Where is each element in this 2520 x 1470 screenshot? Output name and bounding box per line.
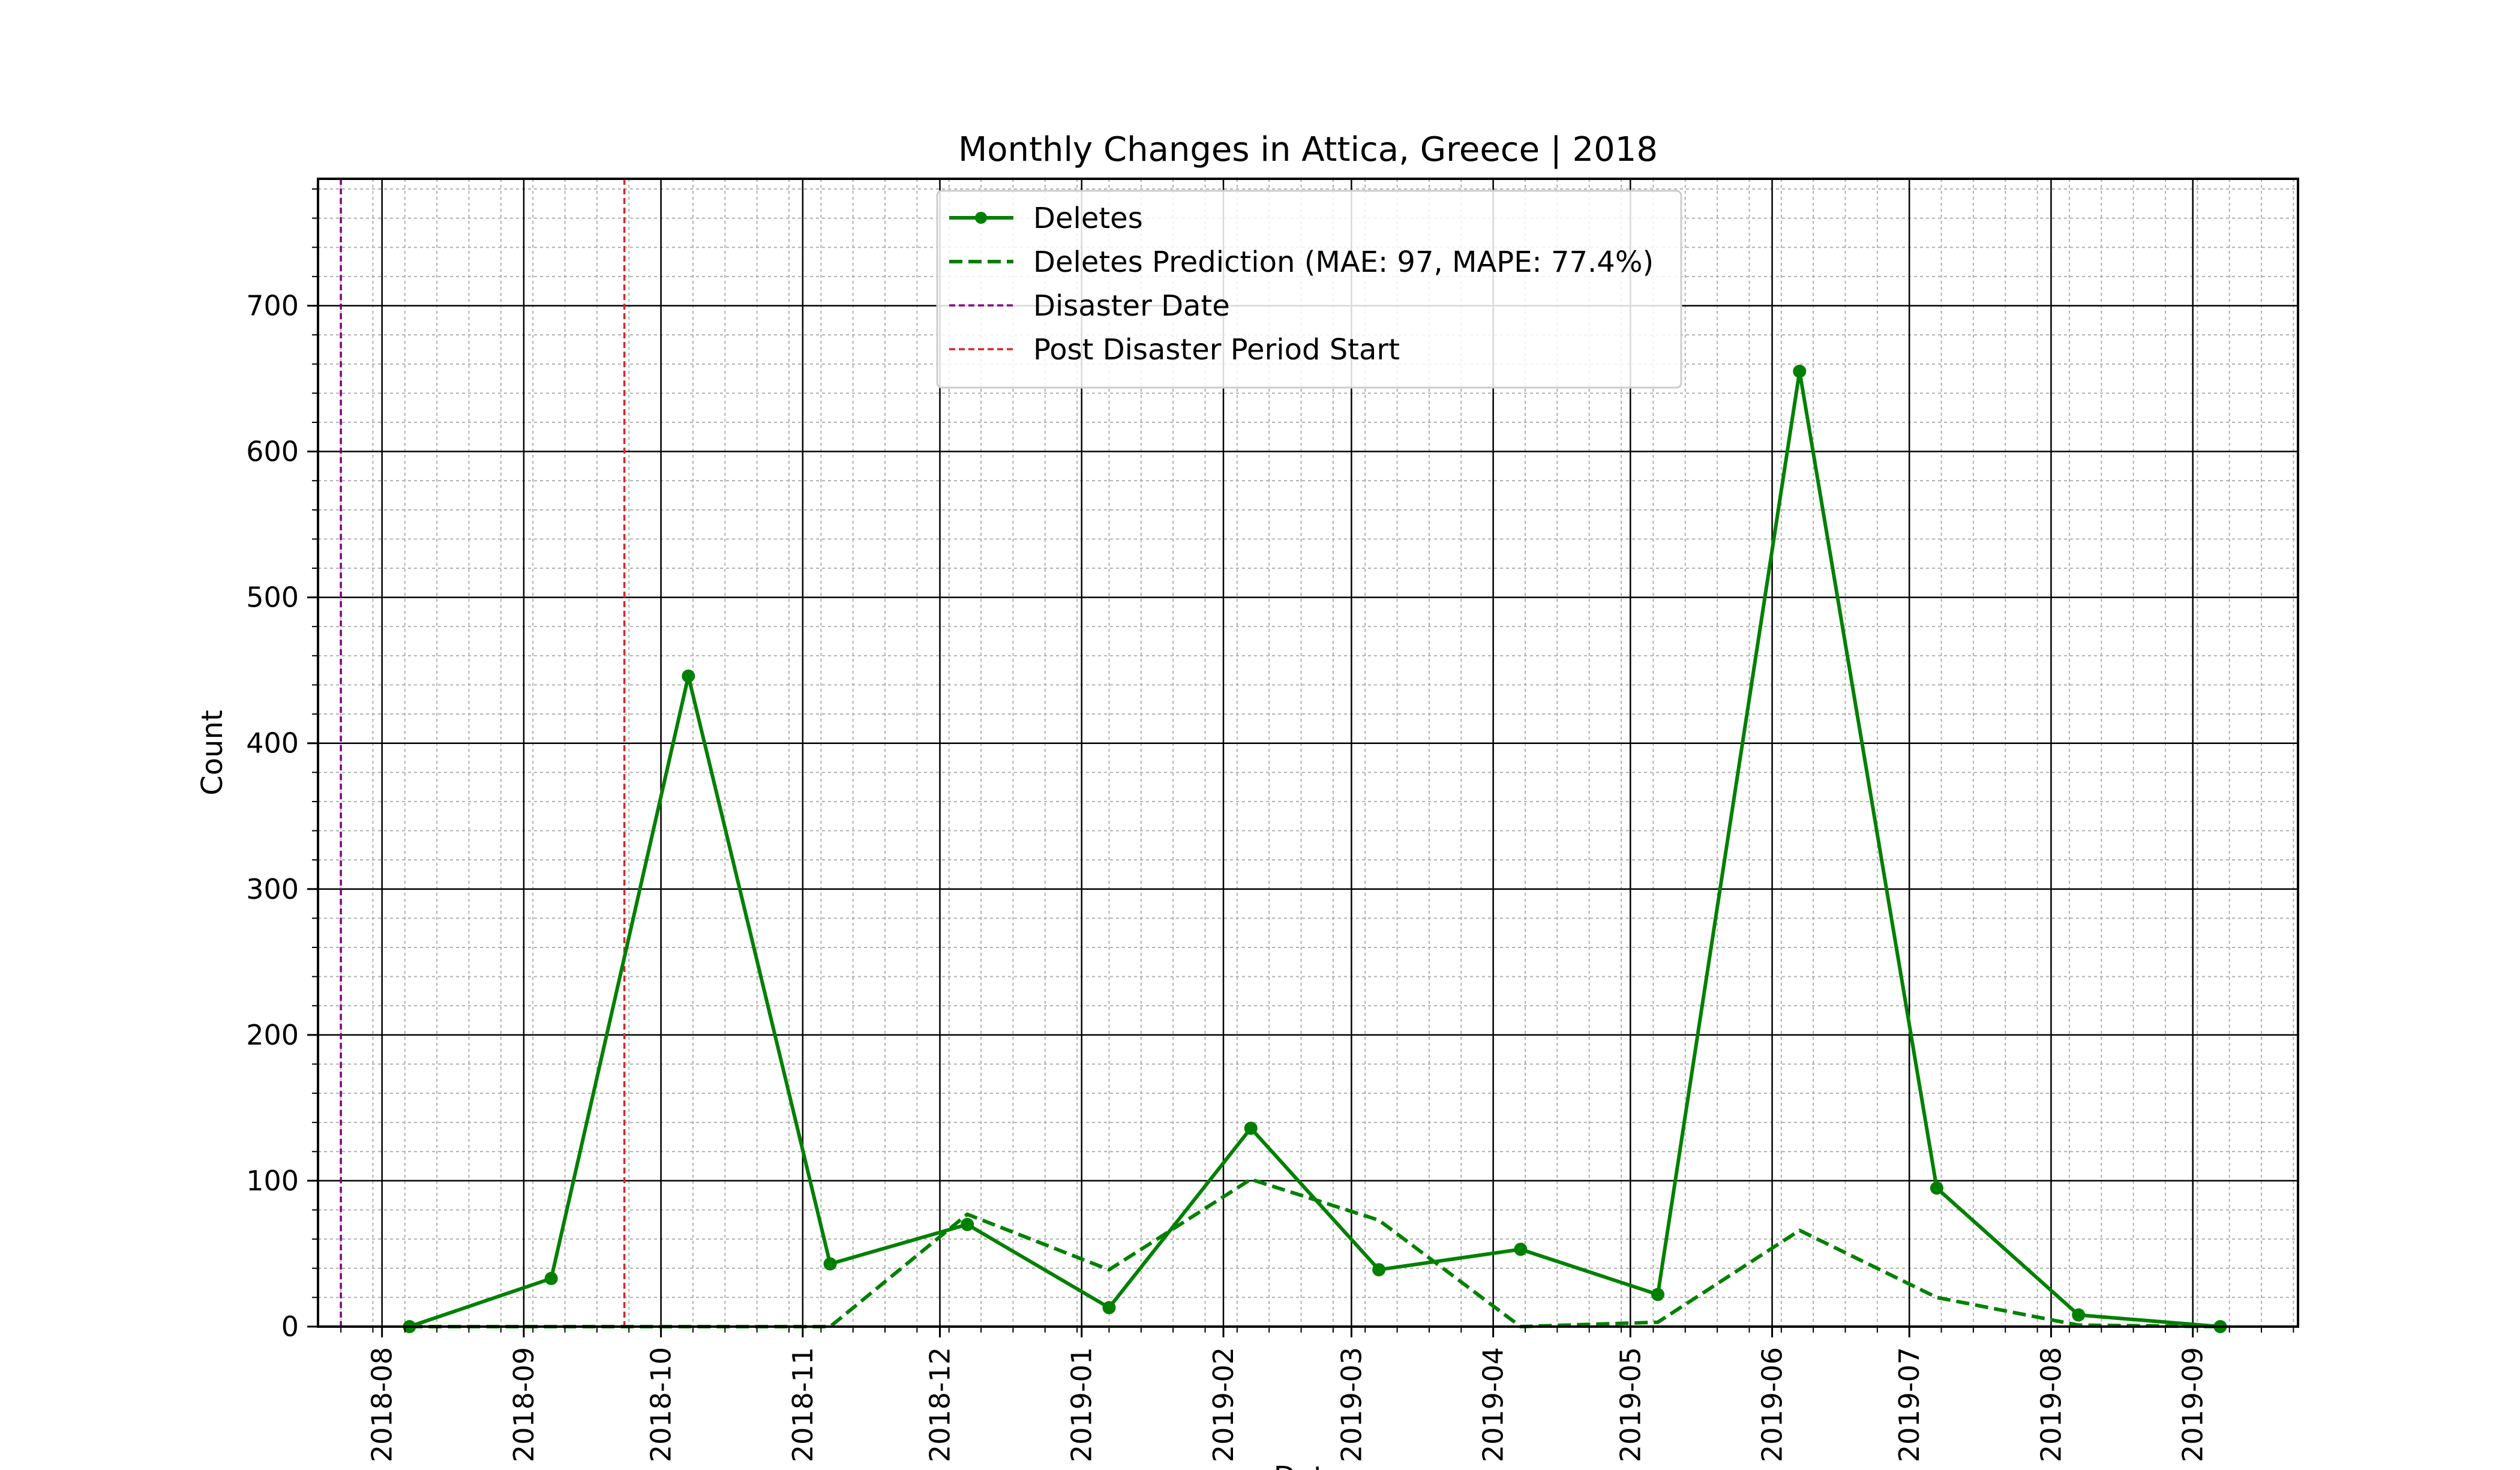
legend-item-disaster-date: Disaster Date bbox=[949, 289, 1230, 323]
y-tick-labels: 0 100 200 300 400 500 600 700 bbox=[246, 289, 299, 1343]
deletes-point bbox=[1793, 364, 1807, 378]
y-tick-label: 200 bbox=[246, 1019, 299, 1051]
deletes-point bbox=[682, 669, 695, 683]
deletes-point bbox=[1372, 1263, 1386, 1277]
deletes-point bbox=[544, 1271, 558, 1285]
deletes-point bbox=[823, 1257, 837, 1271]
legend-label: Deletes Prediction (MAE: 97, MAPE: 77.4%… bbox=[1033, 245, 1654, 279]
x-tick-label: 2018-09 bbox=[508, 1347, 540, 1462]
x-tick-label: 2019-04 bbox=[1477, 1347, 1510, 1462]
prediction-series-line bbox=[409, 1177, 2221, 1328]
legend-item-post-disaster: Post Disaster Period Start bbox=[949, 333, 1400, 367]
deletes-point bbox=[961, 1217, 974, 1231]
legend-marker bbox=[975, 212, 987, 224]
x-tick-label: 2019-05 bbox=[1614, 1347, 1646, 1462]
y-tick-label: 300 bbox=[246, 873, 299, 905]
y-tick-label: 100 bbox=[246, 1165, 299, 1197]
x-tick-label: 2019-08 bbox=[2035, 1347, 2067, 1462]
x-tick-label: 2018-08 bbox=[366, 1347, 398, 1462]
chart-title: Monthly Changes in Attica, Greece | 2018 bbox=[958, 130, 1658, 169]
x-tick-label: 2019-01 bbox=[1066, 1347, 1098, 1462]
x-tick-label: 2019-07 bbox=[1893, 1347, 1925, 1462]
x-tick-label: 2018-12 bbox=[923, 1347, 956, 1462]
legend-box bbox=[936, 190, 1682, 389]
y-tick-label: 700 bbox=[246, 289, 299, 322]
legend-label: Deletes bbox=[1033, 202, 1143, 235]
series-layer bbox=[403, 364, 2227, 1333]
deletes-point bbox=[1102, 1301, 1116, 1315]
x-tick-label: 2019-09 bbox=[2177, 1347, 2209, 1462]
deletes-point bbox=[1930, 1181, 1943, 1195]
x-tick-label: 2019-03 bbox=[1335, 1347, 1367, 1462]
legend: Deletes Deletes Prediction (MAE: 97, MAPE… bbox=[936, 190, 1682, 389]
y-tick-label: 500 bbox=[246, 581, 299, 614]
x-tick-label: 2019-06 bbox=[1756, 1347, 1789, 1462]
deletes-point bbox=[1651, 1288, 1665, 1301]
x-axis-label: Date bbox=[1274, 1460, 1343, 1470]
deletes-point bbox=[2072, 1308, 2086, 1322]
deletes-point bbox=[1244, 1121, 1258, 1135]
x-tick-label: 2018-10 bbox=[645, 1347, 677, 1462]
legend-item-deletes: Deletes bbox=[949, 202, 1143, 235]
x-tick-labels: 2018-08 2018-09 2018-10 2018-11 2018-12 2019-… bbox=[366, 1347, 2209, 1462]
legend-label: Post Disaster Period Start bbox=[1033, 333, 1400, 367]
axis-ticks bbox=[307, 188, 2294, 1337]
y-tick-label: 0 bbox=[281, 1310, 299, 1343]
legend-item-prediction: Deletes Prediction (MAE: 97, MAPE: 77.4%… bbox=[949, 245, 1654, 279]
y-tick-label: 400 bbox=[246, 727, 299, 760]
minor-grid bbox=[318, 179, 2298, 1327]
plot-area-frame bbox=[317, 178, 2299, 1328]
x-tick-label: 2019-02 bbox=[1207, 1347, 1240, 1462]
legend-label: Disaster Date bbox=[1033, 289, 1230, 323]
y-tick-label: 600 bbox=[246, 436, 299, 468]
x-tick-label: 2018-11 bbox=[787, 1347, 819, 1462]
y-axis-label: Count bbox=[196, 710, 229, 796]
deletes-point bbox=[1514, 1243, 1528, 1256]
